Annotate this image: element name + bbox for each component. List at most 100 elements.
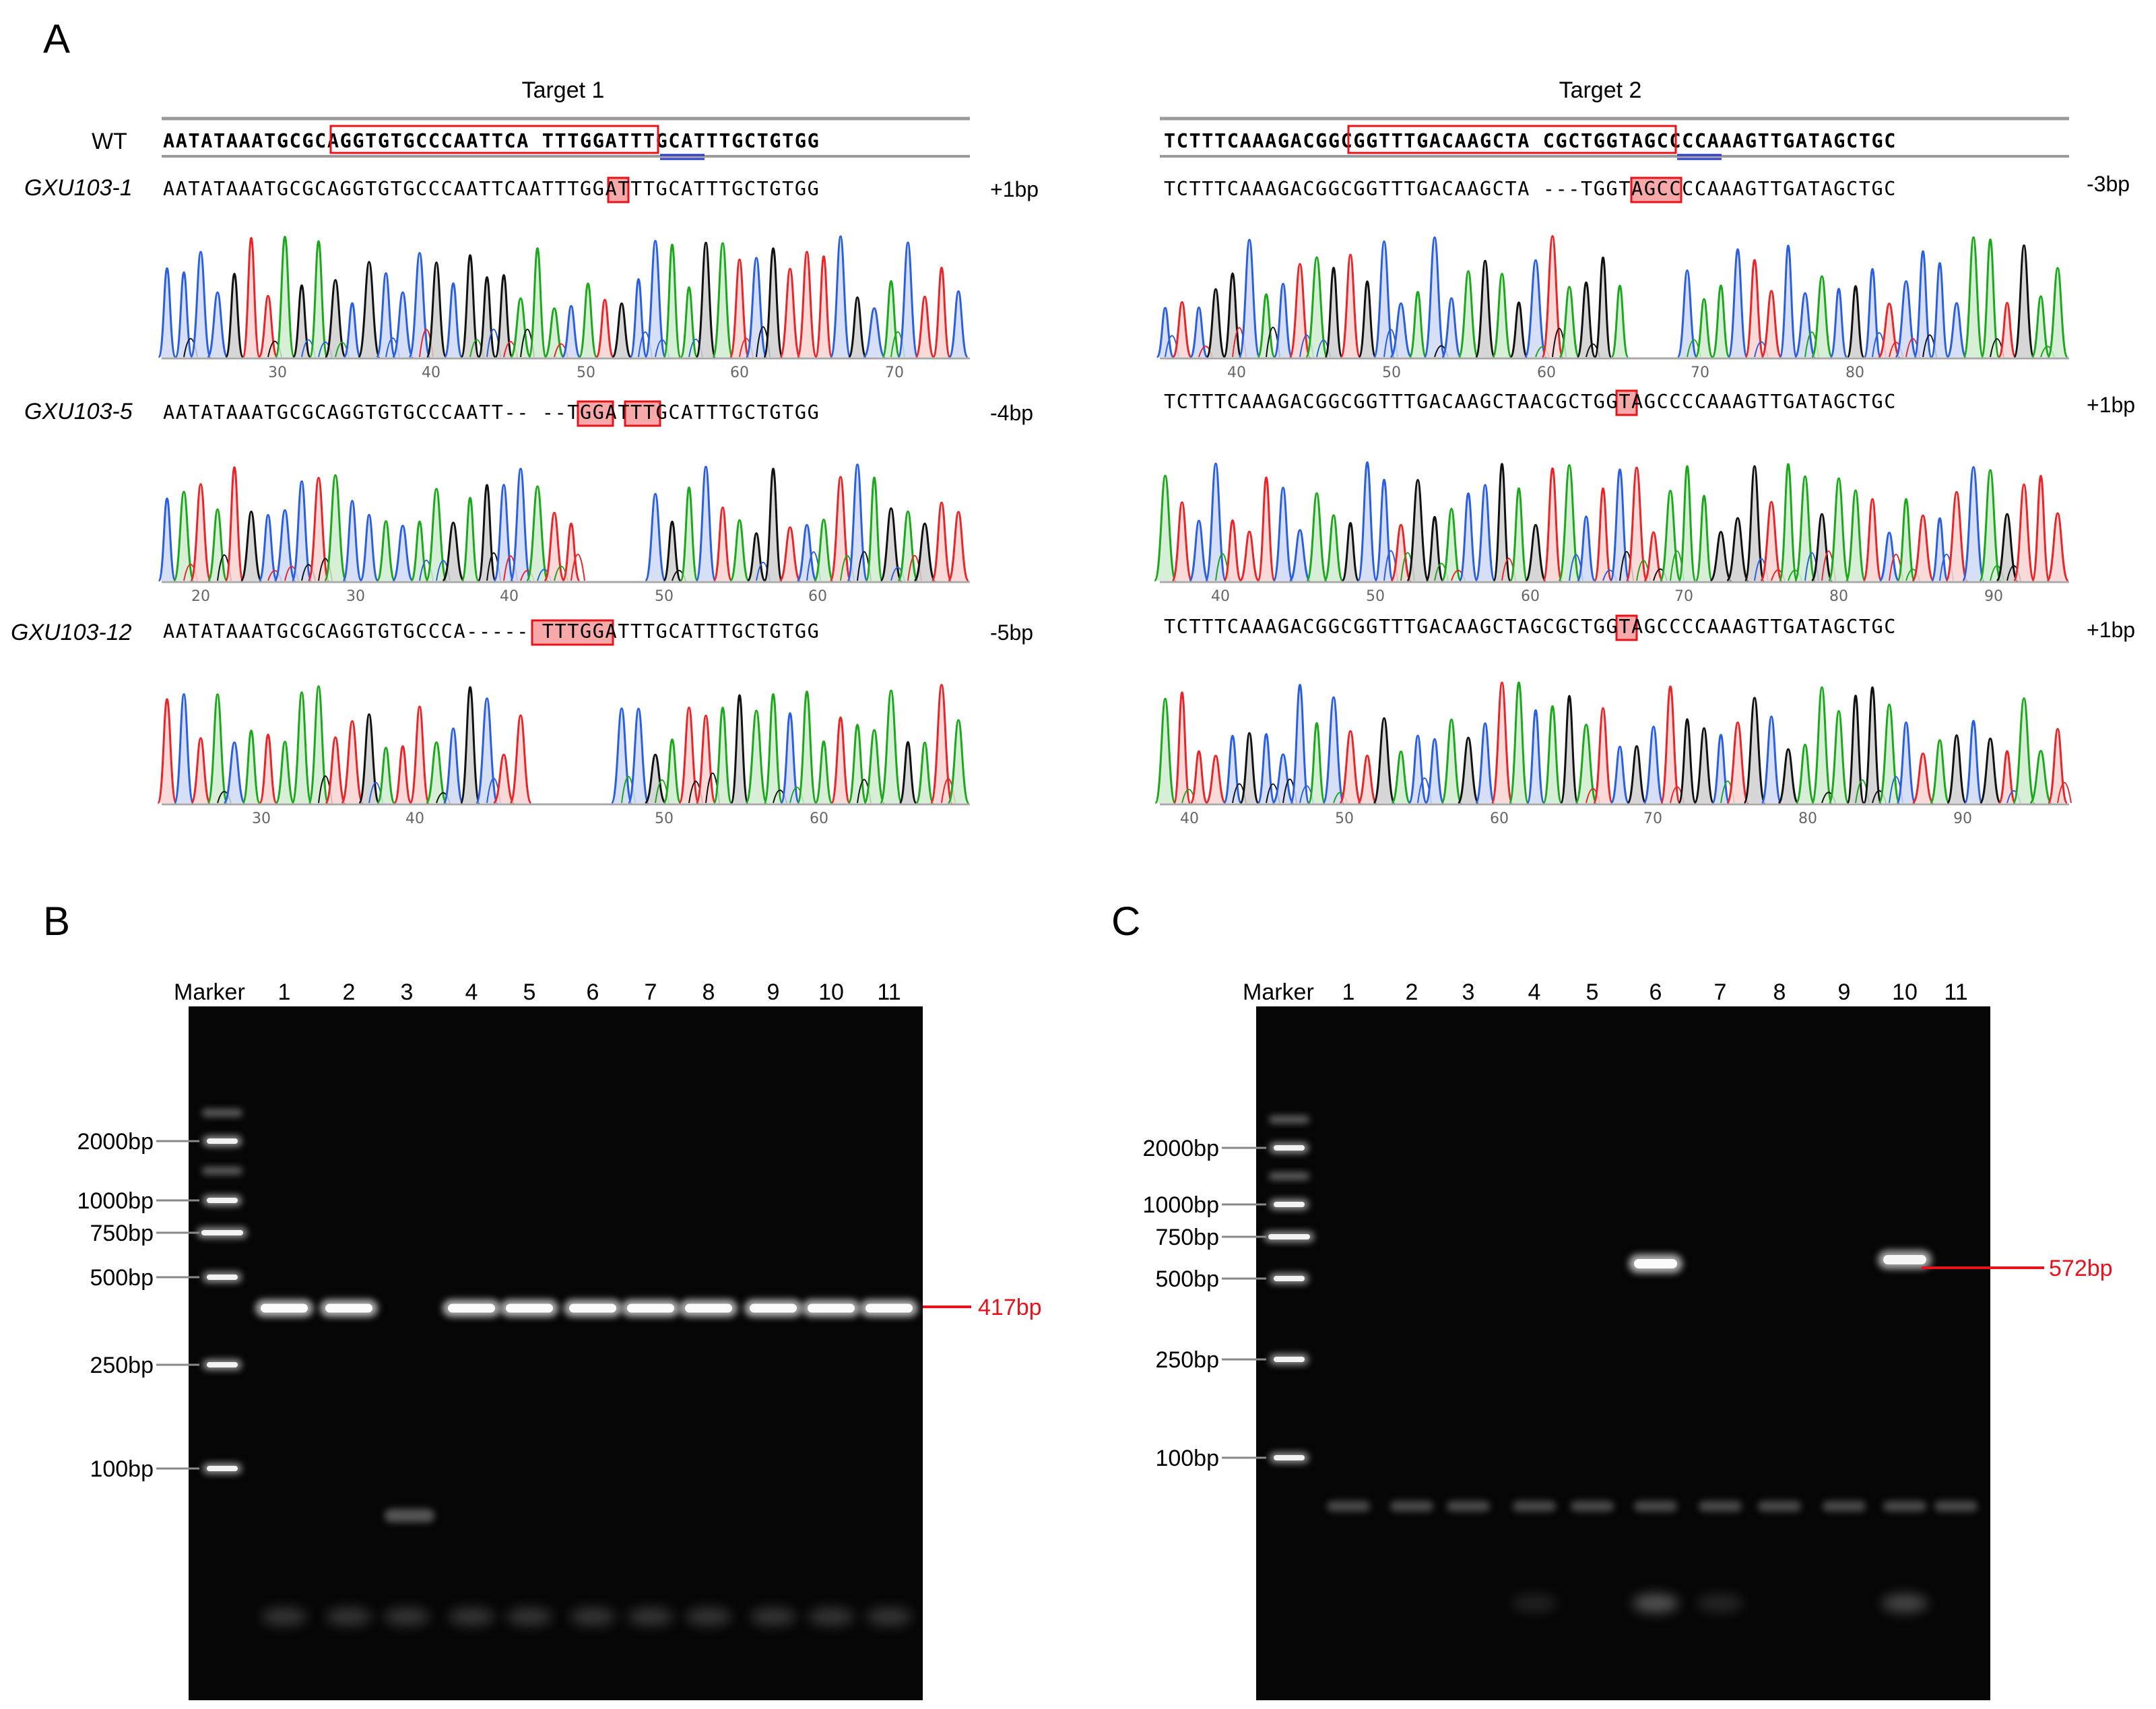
t2r3-tick-label: 90 <box>1953 810 1972 827</box>
chromatogram-t1-row3: 30 40 50 60 <box>156 684 970 827</box>
gelb-ladder-label: 1000bp <box>77 1188 154 1214</box>
gelc-lane-label: 11 <box>1944 979 1967 1005</box>
t2r2-tick-label: 80 <box>1829 588 1848 605</box>
panel-label-a: A <box>43 16 70 61</box>
t2-r3-sequence: TCTTTCAAAGACGGCGGTTTGACAAGCTAGCGCTGGTAGC… <box>1164 616 1897 638</box>
gel-c-ladder-labels: 2000bp 1000bp 750bp 500bp 250bp 100bp <box>1143 1136 1266 1471</box>
gelc-sample-band <box>1513 1501 1556 1512</box>
t1r3-tick-label: 60 <box>810 810 828 827</box>
t1r3-tick-label: 30 <box>252 810 271 827</box>
t1-r2-sequence: AATATAAATGCGCAGGTGTGCCCAATT-- --TGGATTTG… <box>163 401 820 424</box>
gelc-sample-band <box>1758 1501 1801 1512</box>
t1r2-tick-label: 20 <box>191 588 210 605</box>
gelc-lane-label: 9 <box>1838 979 1851 1005</box>
gelb-ladder-label: 500bp <box>90 1265 154 1291</box>
t1r2-tick-label: 40 <box>500 588 519 605</box>
t2r1-tick-label: 70 <box>1691 364 1709 381</box>
t2-r1-deletion-highlight <box>1630 176 1683 203</box>
t1r1-tick-label: 50 <box>577 364 595 381</box>
gel-c-band-size: 572bp <box>2049 1256 2113 1281</box>
gelc-lane-label: 4 <box>1528 979 1541 1005</box>
gel-b-lane-labels: 1 2 3 4 5 6 7 8 9 10 11 <box>278 979 901 1005</box>
t2-r2-sequence: TCTTTCAAAGACGGCGGTTTGACAAGCTAACGCTGGTAGC… <box>1164 391 1897 413</box>
gelc-sample-band <box>1327 1501 1370 1512</box>
t2r3-tick-label: 50 <box>1335 810 1354 827</box>
gelc-sample-band <box>1934 1501 1978 1512</box>
t2r3-tick-label: 70 <box>1643 810 1662 827</box>
gelc-sample-band <box>1571 1501 1614 1512</box>
gelc-sample-band <box>1390 1501 1433 1512</box>
gelc-lane-label: 2 <box>1406 979 1418 1005</box>
gelc-ladder-label: 500bp <box>1155 1266 1219 1292</box>
t2r1-tick-label: 40 <box>1227 364 1246 381</box>
gelb-lane-label: 6 <box>587 979 599 1005</box>
t1-r1-change: +1bp <box>990 177 1039 201</box>
t2-r3-change: +1bp <box>2087 618 2135 642</box>
t1r1-tick-label: 40 <box>422 364 440 381</box>
panel-label-c: C <box>1111 899 1140 944</box>
panel-label-b: B <box>43 899 70 944</box>
gelb-lane-label: 2 <box>343 979 356 1005</box>
t1-r1-sequence: AATATAAATGCGCAGGTGTGCCCAATTCAATTTGGATTTG… <box>163 178 820 200</box>
target2-sgrna-box <box>1347 125 1677 154</box>
chromatogram-t2-row1: 40 50 60 70 80 <box>1156 235 2069 381</box>
gelc-sample-band <box>1883 1501 1926 1512</box>
chromatogram-t1-row1: 30 40 50 60 70 <box>158 235 970 381</box>
gelb-sample-band <box>385 1509 434 1522</box>
target2-wt-sequence: TCTTTCAAAGACGGCGGTTTGACAAGCTA CGCTGGTAGC… <box>1164 130 1897 152</box>
gelc-ladder-label: 100bp <box>1155 1446 1219 1471</box>
gelc-lane-label: 7 <box>1714 979 1727 1005</box>
t1r3-tick-label: 50 <box>655 810 674 827</box>
gelb-lane-label: 11 <box>877 979 901 1005</box>
t2r1-tick-label: 60 <box>1537 364 1556 381</box>
gel-b-marker-label: Marker <box>174 979 245 1005</box>
t2r2-tick-label: 40 <box>1211 588 1230 605</box>
gelc-ladder-label: 1000bp <box>1143 1192 1219 1218</box>
t1r2-tick-label: 30 <box>346 588 365 605</box>
gelc-lane-label: 1 <box>1342 979 1355 1005</box>
mutant-label-2: GXU103-5 <box>24 399 133 424</box>
chromatogram-t2-row3: 40 50 60 70 80 90 <box>1154 681 2072 827</box>
gelb-ladder-label: 250bp <box>90 1353 154 1378</box>
t1r3-tick-label: 40 <box>405 810 424 827</box>
target2-title: Target 2 <box>1559 77 1642 103</box>
target1-sgrna-box <box>329 125 659 154</box>
gelb-lane-label: 5 <box>523 979 536 1005</box>
t1r1-tick-label: 70 <box>885 364 904 381</box>
gel-c-lane-labels: 1 2 3 4 5 6 7 8 9 10 11 <box>1342 979 1968 1005</box>
wt-label: WT <box>92 129 127 154</box>
t2-r2-change: +1bp <box>2087 393 2135 417</box>
t2r3-tick-label: 60 <box>1490 810 1509 827</box>
gelb-lane-label: 10 <box>818 979 844 1005</box>
gelb-ladder-label: 100bp <box>90 1456 154 1482</box>
gelb-lane-label: 1 <box>278 979 291 1005</box>
t1-r2-change: -4bp <box>990 401 1033 425</box>
gel-b-image <box>189 1006 923 1700</box>
gelb-lane-label: 4 <box>465 979 478 1005</box>
t1r2-tick-label: 60 <box>808 588 827 605</box>
gelc-sample-band <box>1699 1501 1742 1512</box>
gelc-lane-label: 3 <box>1462 979 1475 1005</box>
t2r2-tick-label: 60 <box>1521 588 1540 605</box>
gelc-lane-label: 10 <box>1892 979 1918 1005</box>
mutant-label-1: GXU103-1 <box>24 175 133 201</box>
gel-c-bands <box>1264 1116 1978 1613</box>
gelc-ladder-label: 250bp <box>1155 1347 1219 1373</box>
gel-c-marker-label: Marker <box>1243 979 1314 1005</box>
gelc-lane-label: 6 <box>1649 979 1662 1005</box>
gelc-lane-label: 8 <box>1773 979 1786 1005</box>
gelb-lane-label: 7 <box>645 979 657 1005</box>
gelc-ladder-label: 750bp <box>1155 1225 1219 1250</box>
t2r3-tick-label: 80 <box>1798 810 1817 827</box>
gelb-lane-label: 9 <box>767 979 780 1005</box>
gelc-sample-band <box>1634 1501 1677 1512</box>
gel-b-band-size: 417bp <box>978 1295 1042 1320</box>
mutant-label-3: GXU103-12 <box>11 620 132 645</box>
gelb-ladder-label: 2000bp <box>77 1129 154 1155</box>
t2r1-tick-label: 50 <box>1382 364 1401 381</box>
target1-wt-sequence: AATATAAATGCGCAGGTGTGCCCAATTCA TTTGGATTTG… <box>163 130 820 152</box>
gelb-lane-label: 8 <box>703 979 715 1005</box>
gelc-sample-band <box>1447 1501 1490 1512</box>
t1r1-tick-label: 60 <box>730 364 749 381</box>
